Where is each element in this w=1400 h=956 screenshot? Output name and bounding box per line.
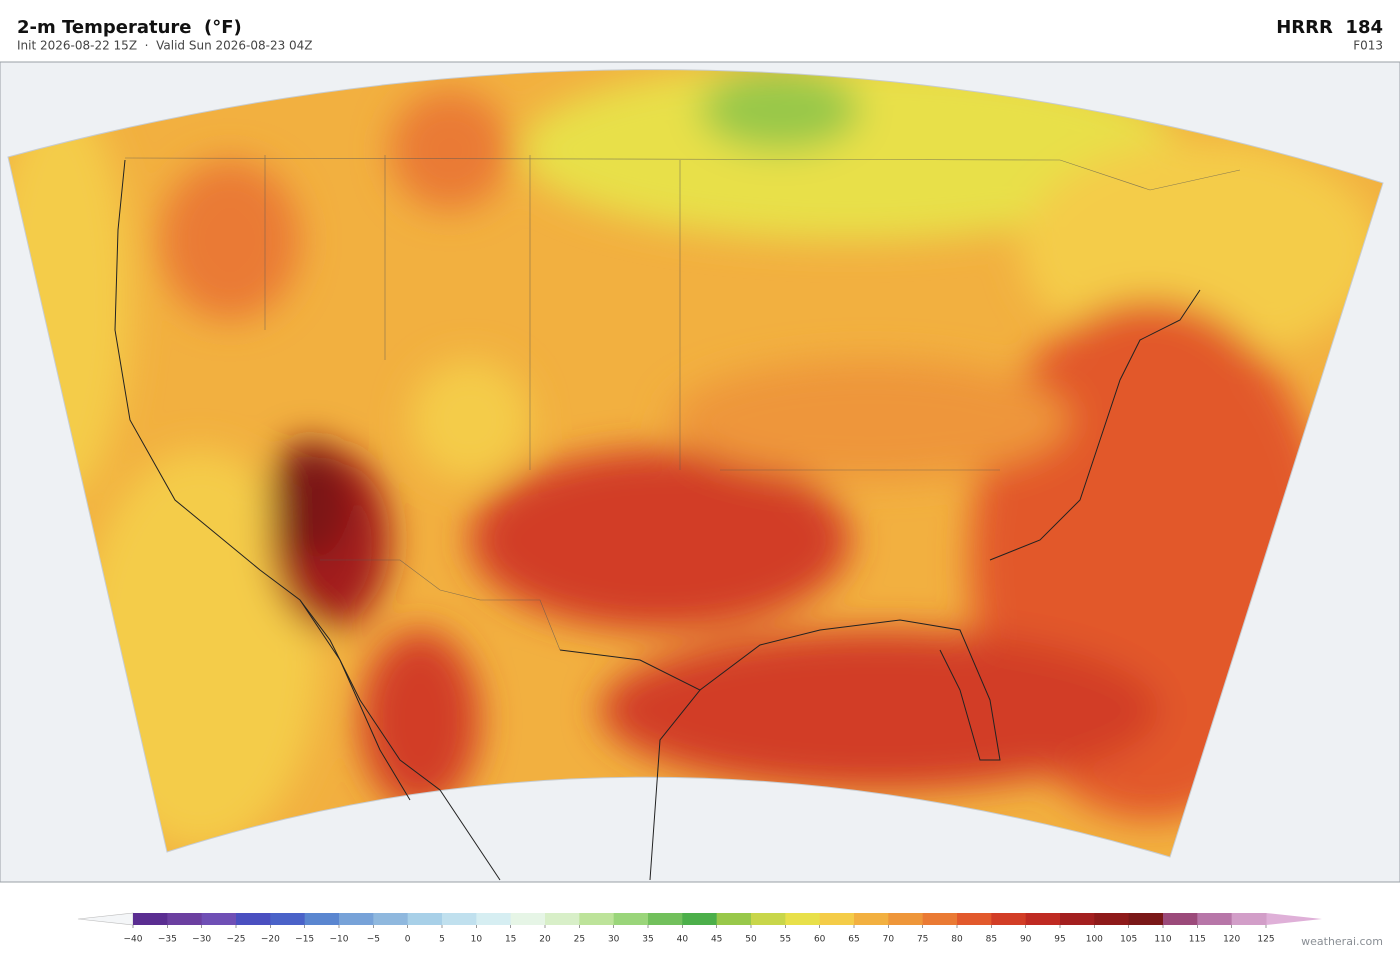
colorbar-tick-label: 55 (780, 935, 791, 945)
colorbar-segment (167, 913, 203, 925)
colorbar-tick-label: 95 (1054, 935, 1065, 945)
colorbar-tick-label: 75 (917, 935, 928, 945)
colorbar-tick-label: 90 (1020, 935, 1032, 945)
colorbar-tick-label: 25 (574, 935, 585, 945)
colorbar-tick-label: 85 (986, 935, 997, 945)
colorbar-segment (751, 913, 786, 925)
colorbar-tick-label: −30 (192, 935, 211, 945)
colorbar-tick-label: 15 (505, 935, 516, 945)
colorbar-tick-label: −25 (227, 935, 246, 945)
title: 2-m Temperature (°F) (17, 17, 242, 38)
colorbar-segment (1163, 913, 1198, 925)
colorbar-segment (304, 913, 340, 925)
temperature-field (8, 69, 1383, 857)
colorbar-segment (682, 913, 718, 925)
colorbar-segment (339, 913, 374, 925)
colorbar-tick-label: 20 (539, 935, 551, 945)
colorbar-tick-label: −40 (124, 935, 143, 945)
colorbar-segment (1197, 913, 1233, 925)
colorbar-tick-label: −20 (261, 935, 280, 945)
subtitle: Init 2026-08-22 15Z · Valid Sun 2026-08-… (17, 39, 313, 53)
domain-outline (7, 69, 1384, 858)
colorbar-segment (201, 913, 237, 925)
colorbar-tick-label: −10 (330, 935, 349, 945)
colorbar: −40 −35 −30 −25 −20 −15 −10 −5 0 5 10 15 20 25 30 35 40 4… (77, 912, 1322, 945)
colorbar-tick-label: 0 (405, 935, 411, 945)
colorbar-segment (373, 913, 409, 925)
colorbar-tick-label: 105 (1120, 935, 1137, 945)
colorbar-over (1266, 913, 1322, 925)
colorbar-segment (1025, 913, 1061, 925)
colorbar-tick-label: 125 (1257, 935, 1274, 945)
forecast-hour: F013 (1353, 39, 1383, 53)
colorbar-segment (819, 913, 855, 925)
colorbar-segment (476, 913, 512, 925)
colorbar-segment (957, 913, 992, 925)
colorbar-tick-label: 30 (608, 935, 620, 945)
colorbar-segment (133, 913, 168, 925)
coastlines (114, 159, 1201, 881)
colorbar-tick-label: −35 (158, 935, 177, 945)
colorbar-tick-label: −5 (367, 935, 380, 945)
colorbar-segment (1128, 913, 1164, 925)
colorbar-tick-label: 100 (1086, 935, 1103, 945)
colorbar-segment (236, 913, 271, 925)
colorbar-tick-label: −15 (295, 935, 314, 945)
colorbar-segment (1231, 913, 1267, 925)
colorbar-tick-label: 10 (471, 935, 483, 945)
colorbar-tick-label: 80 (951, 935, 963, 945)
colorbar-segment (648, 913, 683, 925)
colorbar-segment (1094, 913, 1130, 925)
colorbar-tick-label: 110 (1154, 935, 1171, 945)
colorbar-segment (442, 913, 477, 925)
model-label: HRRR 184 (1276, 17, 1383, 38)
colorbar-segment (1060, 913, 1095, 925)
colorbar-tick-label: 40 (677, 935, 689, 945)
colorbar-tick-label: 65 (848, 935, 859, 945)
borders (124, 155, 1241, 651)
colorbar-tick-label: 120 (1223, 935, 1240, 945)
colorbar-tick-label: 50 (745, 935, 757, 945)
credit: weatherai.com (1301, 935, 1383, 948)
colorbar-segment (922, 913, 958, 925)
colorbar-under (77, 912, 134, 926)
colorbar-tick-label: 60 (814, 935, 826, 945)
colorbar-segment (270, 913, 306, 925)
colorbar-tick-label: 45 (711, 935, 722, 945)
colorbar-tick-label: 35 (642, 935, 653, 945)
colorbar-segment (991, 913, 1027, 925)
colorbar-segment (888, 913, 924, 925)
colorbar-segment (407, 913, 443, 925)
colorbar-segment (785, 913, 821, 925)
colorbar-segment (510, 913, 546, 925)
colorbar-segment (579, 913, 615, 925)
colorbar-tick-label: 70 (883, 935, 895, 945)
colorbar-segment (854, 913, 889, 925)
colorbar-segment (716, 913, 752, 925)
colorbar-segment (545, 913, 580, 925)
colorbar-segment (613, 913, 649, 925)
colorbar-tick-label: 5 (439, 935, 445, 945)
colorbar-tick-label: 115 (1189, 935, 1206, 945)
